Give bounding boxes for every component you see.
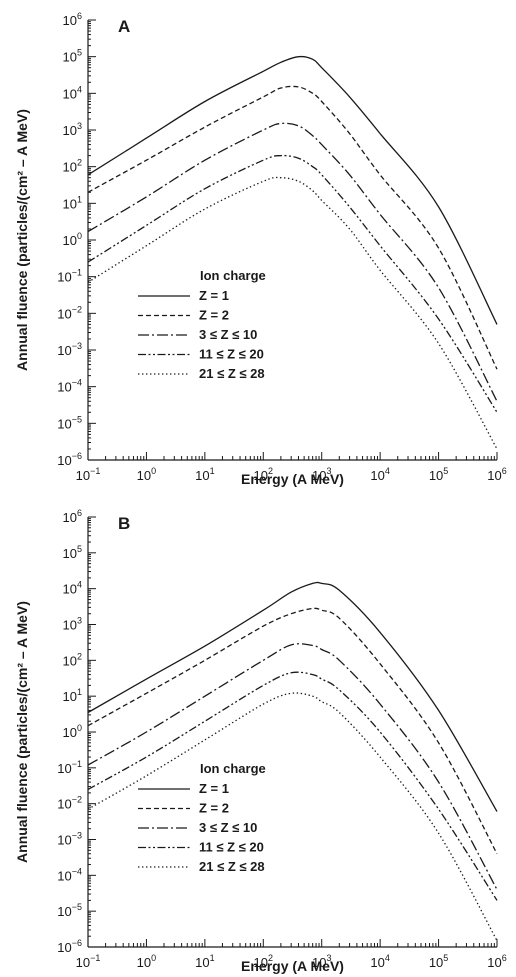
y-tick-label: 10−1	[57, 759, 82, 776]
y-tick-label: 10−5	[57, 414, 82, 431]
y-tick-label: 10−5	[57, 902, 82, 919]
x-tick-label: 101	[195, 466, 214, 483]
y-tick-label: 10−4	[57, 378, 82, 395]
chart-panel-b: 10−1 100 101 102 103 104 105 106 10−6 10−5 10−4 10−…	[14, 508, 507, 974]
x-tick-label: 101	[195, 953, 214, 970]
series-line-2	[87, 85, 498, 370]
y-tick-label: 100	[63, 231, 82, 248]
y-tick-label: 102	[63, 158, 82, 175]
y-tick-label: 10−3	[57, 341, 82, 358]
x-tick-label: 100	[137, 466, 156, 483]
x-tick-label: 100	[137, 953, 156, 970]
series-line-4	[87, 154, 498, 413]
y-tick-label: 100	[63, 723, 82, 740]
y-tick-label: 105	[63, 48, 82, 65]
y-tick-label: 104	[63, 84, 82, 101]
y-tick-label: 105	[63, 544, 82, 561]
x-tick-label: 102	[254, 953, 273, 970]
chart-panel-a: 10−1 100 101 102 103 104 105 106 10−6 10−5 10−4 10−…	[14, 11, 507, 487]
legend-label-2: Z = 2	[199, 308, 229, 323]
y-axis-title: Annual fluence (particles/(cm² – A MeV)	[14, 601, 30, 863]
y-tick-label: 10−3	[57, 831, 82, 848]
panel-label: A	[118, 17, 130, 36]
legend-label-5: 21 ≤ Z ≤ 28	[199, 859, 265, 874]
x-axis-title: Energy (A MeV)	[241, 471, 344, 487]
x-tick-label: 105	[429, 953, 448, 970]
x-tick-label: 106	[487, 466, 506, 483]
y-tick-label: 10−6	[57, 451, 82, 468]
legend-title: Ion charge	[200, 761, 266, 776]
y-tick-label: 10−4	[57, 866, 82, 883]
legend-label-1: Z = 1	[199, 781, 229, 796]
x-tick-label: 10−1	[76, 953, 101, 970]
y-tick-label: 10−6	[57, 938, 82, 955]
panel-label: B	[118, 514, 130, 533]
series-line-1	[87, 55, 498, 325]
series-line-5	[87, 692, 498, 942]
y-tick-label: 10−2	[57, 304, 82, 321]
y-tick-label: 106	[63, 11, 82, 28]
y-tick-label: 10−1	[57, 268, 82, 285]
x-tick-label: 103	[312, 953, 331, 970]
legend-label-3: 3 ≤ Z ≤ 10	[199, 327, 257, 342]
y-tick-label: 101	[63, 194, 82, 211]
x-tick-label: 10−1	[76, 466, 101, 483]
x-tick-label: 105	[429, 466, 448, 483]
legend-label-3: 3 ≤ Z ≤ 10	[199, 820, 257, 835]
y-tick-label: 103	[63, 121, 82, 138]
y-tick-label: 102	[63, 651, 82, 668]
y-axis-title: Annual fluence (particles/(cm² – A MeV)	[14, 109, 30, 371]
x-tick-label: 104	[370, 953, 389, 970]
y-tick-label: 10−2	[57, 795, 82, 812]
legend-label-5: 21 ≤ Z ≤ 28	[199, 366, 265, 381]
y-tick-label: 101	[63, 687, 82, 704]
legend: Ion charge Z = 1 Z = 2 3 ≤ Z ≤ 10 11 ≤ Z ≤ 2…	[138, 761, 266, 874]
y-tick-label: 103	[63, 616, 82, 633]
series-line-3	[87, 643, 498, 890]
series-line-2	[87, 607, 498, 855]
series-line-1	[87, 581, 498, 812]
legend-label-2: Z = 2	[199, 801, 229, 816]
x-tick-label: 104	[370, 466, 389, 483]
y-tick-label: 106	[63, 508, 82, 525]
series-line-5	[87, 176, 498, 450]
series-line-3	[87, 122, 498, 402]
x-tick-label: 102	[254, 466, 273, 483]
y-tick-label: 104	[63, 580, 82, 597]
x-tick-label: 106	[487, 953, 506, 970]
series-line-4	[87, 671, 498, 901]
legend-title: Ion charge	[200, 268, 266, 283]
x-tick-label: 103	[312, 466, 331, 483]
x-axis-title: Energy (A MeV)	[241, 958, 344, 974]
legend-label-4: 11 ≤ Z ≤ 20	[199, 840, 264, 855]
legend: Ion charge Z = 1 Z = 2 3 ≤ Z ≤ 10 11 ≤ Z ≤ 2…	[138, 268, 266, 381]
legend-label-4: 11 ≤ Z ≤ 20	[199, 347, 264, 362]
legend-label-1: Z = 1	[199, 288, 229, 303]
